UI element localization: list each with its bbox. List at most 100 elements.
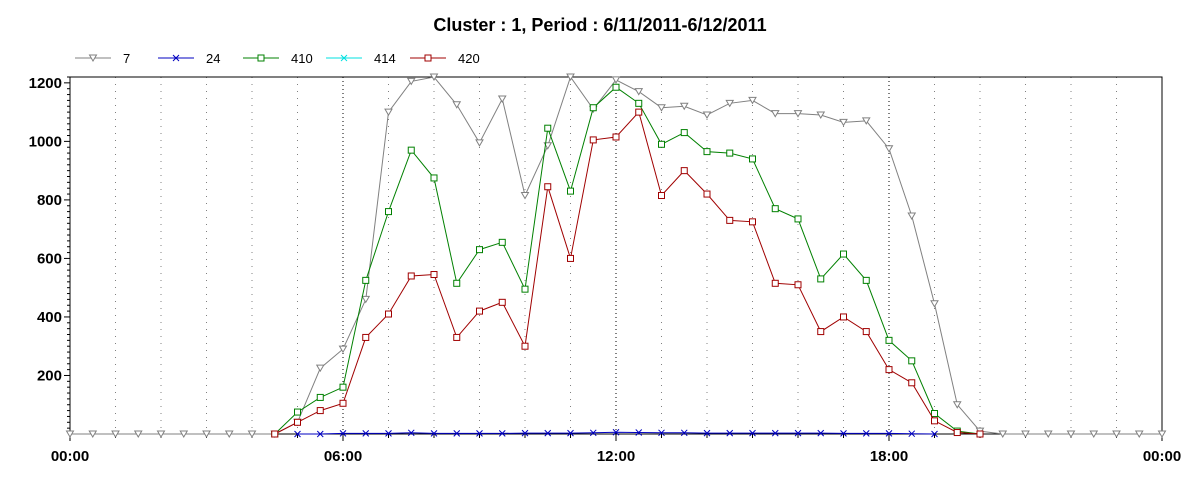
data-point-7 bbox=[111, 430, 120, 438]
data-point-7 bbox=[65, 430, 75, 438]
series-line-410 bbox=[274, 86, 981, 435]
data-point-7 bbox=[202, 430, 211, 438]
y-tick-label: 600 bbox=[37, 250, 62, 267]
legend-label: 410 bbox=[291, 51, 313, 66]
data-point-410 bbox=[703, 148, 711, 156]
data-point-7 bbox=[884, 145, 894, 153]
legend-item-414: 414 bbox=[326, 51, 396, 66]
data-point-24 bbox=[294, 430, 301, 438]
legend-item-7: 7 bbox=[75, 51, 130, 66]
y-tick-label: 1200 bbox=[29, 75, 62, 92]
data-point-420 bbox=[294, 418, 301, 426]
data-point-420 bbox=[680, 167, 688, 175]
data-point-7 bbox=[634, 88, 644, 96]
data-point-24 bbox=[385, 430, 392, 437]
data-point-420 bbox=[840, 313, 847, 321]
data-point-7 bbox=[156, 430, 166, 438]
data-point-410 bbox=[658, 140, 665, 148]
data-point-410 bbox=[840, 250, 847, 258]
data-point-24 bbox=[362, 430, 370, 437]
data-point-7 bbox=[725, 99, 735, 108]
data-point-24 bbox=[339, 430, 347, 437]
data-point-420 bbox=[407, 272, 415, 280]
data-point-7 bbox=[1043, 430, 1053, 438]
legend-item-24: 24 bbox=[158, 51, 220, 66]
data-point-24 bbox=[817, 429, 825, 437]
data-point-7 bbox=[998, 430, 1008, 438]
data-point-410 bbox=[726, 149, 734, 157]
data-point-7 bbox=[793, 110, 803, 118]
data-point-420 bbox=[908, 379, 916, 387]
legend-item-420: 420 bbox=[410, 51, 480, 66]
data-point-7 bbox=[179, 430, 189, 438]
data-point-7 bbox=[952, 401, 962, 409]
data-point-7 bbox=[315, 364, 325, 373]
data-point-420 bbox=[931, 417, 938, 425]
data-point-420 bbox=[862, 328, 870, 336]
data-point-7 bbox=[702, 111, 712, 120]
legend-label: 24 bbox=[206, 51, 220, 66]
series-line-7 bbox=[70, 75, 1162, 435]
data-point-410 bbox=[498, 238, 506, 246]
data-point-24 bbox=[840, 430, 847, 437]
data-point-420 bbox=[567, 254, 574, 262]
data-point-24 bbox=[589, 429, 597, 437]
data-point-7 bbox=[839, 118, 848, 127]
data-point-420 bbox=[498, 298, 506, 306]
data-point-7 bbox=[1089, 430, 1099, 438]
data-point-24 bbox=[749, 429, 756, 437]
data-point-24 bbox=[430, 430, 438, 437]
data-point-7 bbox=[611, 76, 621, 84]
legend-marker bbox=[88, 54, 98, 62]
data-point-7 bbox=[406, 77, 416, 86]
data-point-420 bbox=[589, 136, 597, 144]
data-point-24 bbox=[680, 429, 688, 437]
data-point-7 bbox=[748, 96, 757, 105]
data-point-24 bbox=[658, 429, 665, 437]
series-24 bbox=[294, 428, 938, 438]
data-point-24 bbox=[726, 429, 734, 437]
data-point-410 bbox=[589, 104, 597, 112]
series-line-420 bbox=[274, 111, 981, 435]
data-point-410 bbox=[407, 146, 415, 154]
data-point-410 bbox=[862, 276, 870, 284]
data-point-7 bbox=[88, 430, 98, 438]
y-tick-label: 800 bbox=[37, 192, 62, 209]
data-point-420 bbox=[362, 333, 370, 341]
data-point-24 bbox=[476, 430, 483, 437]
y-tick-label: 1000 bbox=[29, 133, 62, 150]
data-point-7 bbox=[1021, 430, 1030, 438]
data-point-24 bbox=[703, 429, 711, 437]
data-point-420 bbox=[430, 271, 438, 279]
data-point-7 bbox=[770, 110, 780, 118]
legend-label: 7 bbox=[123, 51, 130, 66]
data-point-410 bbox=[544, 124, 552, 132]
data-point-420 bbox=[385, 310, 392, 318]
data-point-410 bbox=[680, 129, 688, 137]
y-tick-label: 400 bbox=[37, 309, 62, 326]
x-tick-label: 06:00 bbox=[324, 448, 362, 465]
data-point-410 bbox=[362, 276, 370, 284]
data-point-410 bbox=[476, 246, 483, 254]
data-point-420 bbox=[794, 281, 802, 289]
data-point-7 bbox=[1066, 430, 1076, 438]
x-tick-label: 12:00 bbox=[597, 448, 635, 465]
data-point-7 bbox=[338, 345, 348, 354]
data-point-7 bbox=[475, 139, 484, 147]
data-point-7 bbox=[930, 300, 939, 308]
data-point-24 bbox=[931, 430, 938, 438]
legend-marker bbox=[257, 54, 265, 62]
data-point-420 bbox=[544, 183, 552, 191]
data-point-420 bbox=[658, 192, 665, 200]
x-tick-label: 18:00 bbox=[870, 448, 908, 465]
series-410 bbox=[271, 83, 984, 438]
data-point-420 bbox=[453, 333, 461, 341]
data-point-24 bbox=[544, 429, 552, 437]
data-point-410 bbox=[567, 187, 574, 195]
data-point-410 bbox=[339, 383, 347, 391]
data-point-7 bbox=[429, 73, 439, 81]
legend: 7 24 410 414 420 bbox=[75, 51, 480, 66]
data-point-410 bbox=[885, 336, 893, 344]
data-point-410 bbox=[521, 285, 529, 293]
